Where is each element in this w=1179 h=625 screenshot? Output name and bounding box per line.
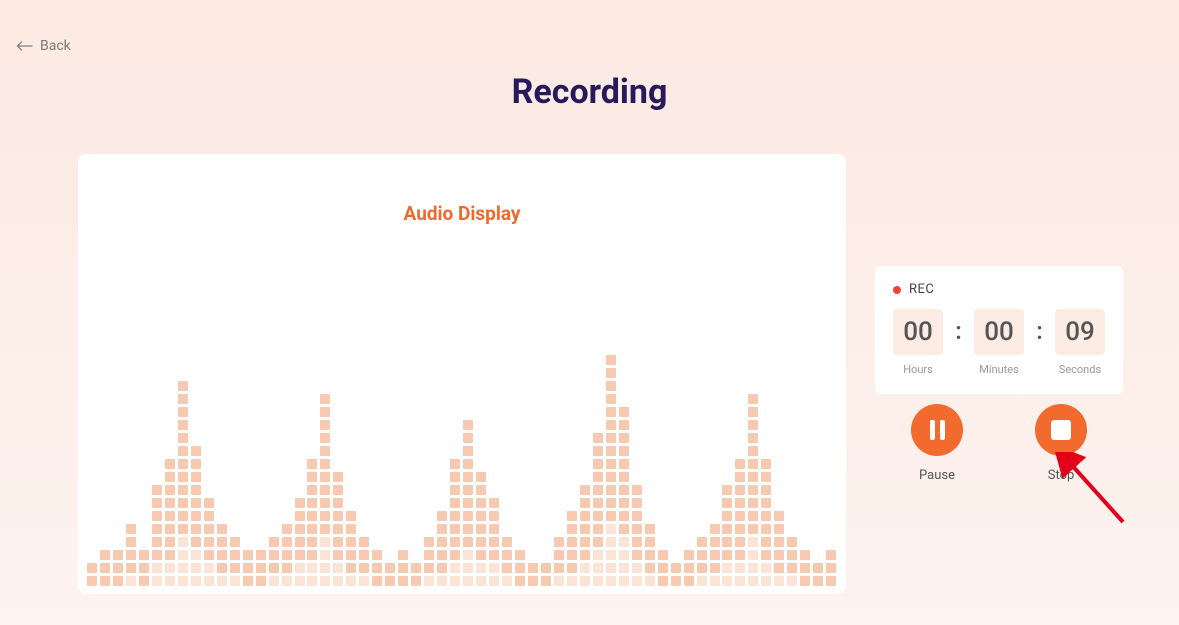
eq-column xyxy=(384,563,396,586)
eq-column xyxy=(670,563,682,586)
eq-column xyxy=(799,550,811,586)
stop-label: Stop xyxy=(1048,468,1075,483)
eq-column xyxy=(151,485,163,586)
eq-column xyxy=(306,459,318,586)
recording-timer-panel: REC 00 Hours : 00 Minutes : 09 Seconds xyxy=(875,266,1123,394)
eq-column xyxy=(592,433,604,586)
eq-column xyxy=(773,511,785,586)
eq-column xyxy=(397,550,409,586)
eq-column xyxy=(644,524,656,586)
eq-column xyxy=(657,550,669,586)
eq-column xyxy=(786,537,798,586)
eq-column xyxy=(553,537,565,586)
timer-minutes: 00 Minutes xyxy=(974,309,1024,376)
eq-column xyxy=(527,563,539,586)
eq-column xyxy=(540,563,552,586)
eq-column xyxy=(734,459,746,586)
pause-icon xyxy=(911,404,963,456)
eq-column xyxy=(812,563,824,586)
timer-hours-value: 00 xyxy=(893,309,943,355)
back-link[interactable]: Back xyxy=(16,38,71,54)
timer: 00 Hours : 00 Minutes : 09 Seconds xyxy=(893,309,1105,376)
eq-column xyxy=(177,381,189,586)
eq-column xyxy=(255,550,267,586)
eq-column xyxy=(358,537,370,586)
eq-column xyxy=(683,550,695,586)
audio-display-panel: Audio Display xyxy=(78,154,846,594)
eq-column xyxy=(242,550,254,586)
eq-column xyxy=(229,537,241,586)
timer-seconds: 09 Seconds xyxy=(1055,309,1105,376)
eq-column xyxy=(410,563,422,586)
eq-column xyxy=(281,524,293,586)
controls: Pause Stop xyxy=(875,404,1123,483)
eq-column xyxy=(475,472,487,586)
eq-column xyxy=(579,485,591,586)
eq-column xyxy=(825,550,837,586)
timer-separator: : xyxy=(1036,309,1043,345)
eq-column xyxy=(268,537,280,586)
timer-hours: 00 Hours xyxy=(893,309,943,376)
eq-column xyxy=(86,563,98,586)
eq-column xyxy=(605,355,617,586)
eq-column xyxy=(488,498,500,586)
eq-column xyxy=(709,524,721,586)
stop-icon xyxy=(1035,404,1087,456)
arrow-left-icon xyxy=(16,39,34,53)
eq-column xyxy=(112,550,124,586)
page-title: Recording xyxy=(0,0,1179,112)
timer-minutes-value: 00 xyxy=(974,309,1024,355)
pause-button[interactable]: Pause xyxy=(911,404,963,483)
eq-column xyxy=(99,550,111,586)
eq-column xyxy=(462,420,474,586)
stop-button[interactable]: Stop xyxy=(1035,404,1087,483)
rec-indicator: REC xyxy=(893,282,1105,297)
eq-column xyxy=(618,407,630,586)
eq-column xyxy=(319,394,331,586)
pause-label: Pause xyxy=(919,468,955,483)
timer-hours-caption: Hours xyxy=(903,363,933,376)
eq-column xyxy=(501,537,513,586)
eq-column xyxy=(371,550,383,586)
back-label: Back xyxy=(40,38,71,54)
rec-status-label: REC xyxy=(909,282,934,297)
eq-column xyxy=(566,511,578,586)
eq-column xyxy=(449,459,461,586)
eq-column xyxy=(138,550,150,586)
audio-equalizer xyxy=(78,326,846,586)
eq-column xyxy=(436,511,448,586)
eq-column xyxy=(332,472,344,586)
eq-column xyxy=(125,524,137,586)
rec-dot-icon xyxy=(893,286,901,294)
eq-column xyxy=(747,394,759,586)
timer-separator: : xyxy=(955,309,962,345)
eq-column xyxy=(203,498,215,586)
eq-column xyxy=(631,485,643,586)
timer-seconds-caption: Seconds xyxy=(1059,363,1101,376)
eq-column xyxy=(423,537,435,586)
eq-column xyxy=(721,485,733,586)
eq-column xyxy=(760,459,772,586)
eq-column xyxy=(294,498,306,586)
audio-display-title: Audio Display xyxy=(78,202,846,225)
timer-seconds-value: 09 xyxy=(1055,309,1105,355)
eq-column xyxy=(345,511,357,586)
eq-column xyxy=(164,459,176,586)
timer-minutes-caption: Minutes xyxy=(979,363,1019,376)
eq-column xyxy=(696,537,708,586)
eq-column xyxy=(514,550,526,586)
eq-column xyxy=(190,446,202,586)
eq-column xyxy=(216,524,228,586)
